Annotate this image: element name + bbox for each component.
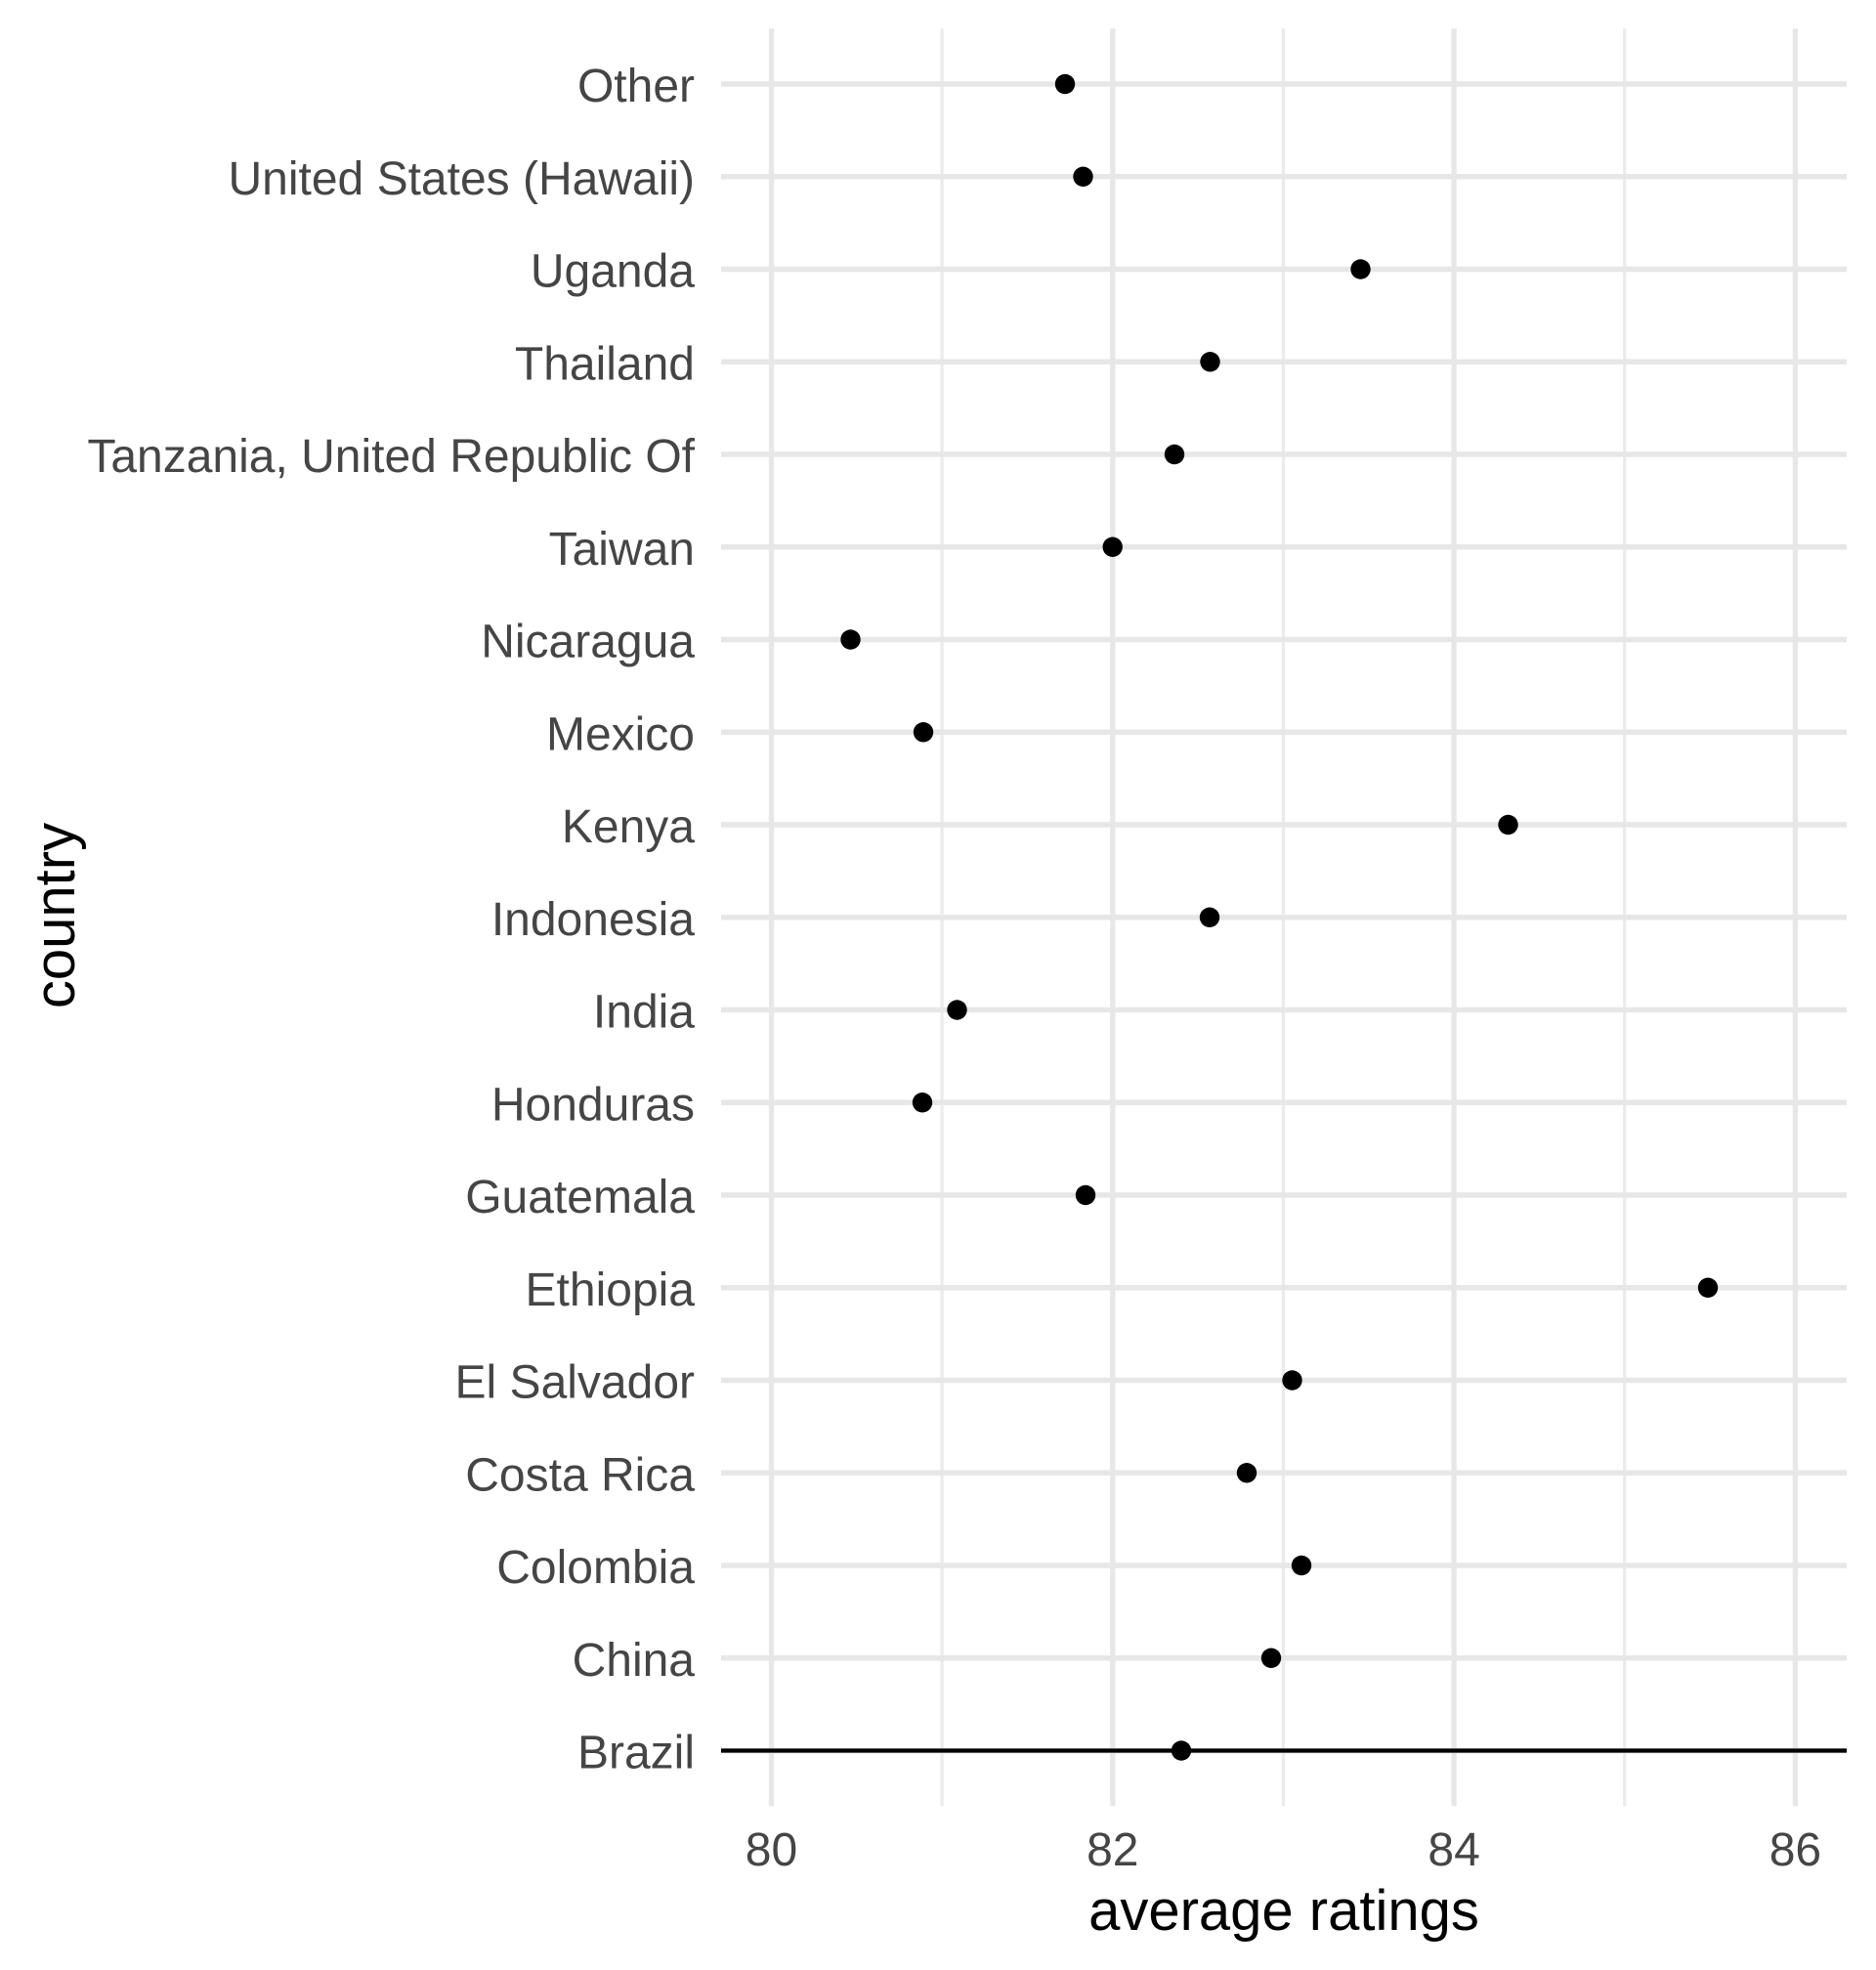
svg-text:Mexico: Mexico [546, 708, 695, 760]
svg-text:80: 80 [746, 1824, 797, 1876]
svg-text:Tanzania, United Republic Of: Tanzania, United Republic Of [87, 431, 695, 483]
svg-text:Ethiopia: Ethiopia [526, 1264, 696, 1316]
svg-text:Taiwan: Taiwan [549, 524, 695, 576]
svg-text:Nicaragua: Nicaragua [481, 617, 695, 668]
svg-text:Indonesia: Indonesia [491, 894, 695, 946]
svg-text:country: country [23, 823, 87, 1008]
svg-text:El Salvador: El Salvador [455, 1357, 695, 1409]
svg-text:82: 82 [1087, 1824, 1138, 1876]
svg-text:Kenya: Kenya [562, 801, 695, 853]
svg-text:Thailand: Thailand [515, 338, 695, 390]
svg-text:86: 86 [1769, 1824, 1821, 1876]
svg-text:84: 84 [1428, 1824, 1479, 1876]
svg-text:China: China [573, 1635, 696, 1687]
svg-text:Honduras: Honduras [491, 1079, 695, 1131]
svg-text:Colombia: Colombia [496, 1542, 695, 1594]
svg-text:United States (Hawaii): United States (Hawaii) [228, 153, 695, 205]
svg-text:Brazil: Brazil [577, 1728, 695, 1779]
svg-text:Other: Other [577, 61, 695, 112]
svg-text:India: India [593, 987, 695, 1039]
svg-text:Uganda: Uganda [531, 246, 695, 298]
svg-text:average ratings: average ratings [1088, 1879, 1479, 1943]
svg-text:Costa Rica: Costa Rica [465, 1449, 695, 1501]
svg-text:Guatemala: Guatemala [465, 1172, 695, 1223]
